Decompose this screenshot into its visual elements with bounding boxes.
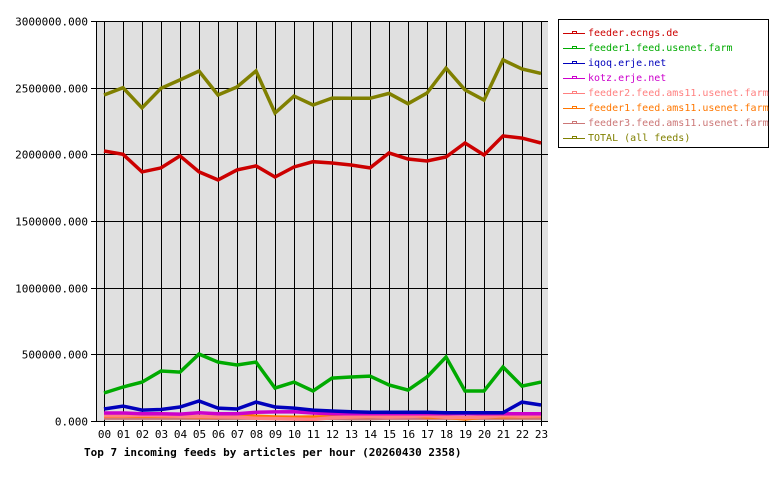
x-axis: 00 01 02 03 04 05 06 07 08 09 10 11 12 13 14 15 16 17 18 19… (98, 421, 548, 441)
x-tick-label: 09 (269, 428, 282, 441)
x-tick-label: 03 (155, 428, 168, 441)
legend-swatch-icon (563, 134, 585, 142)
chart-title: Top 7 incoming feeds by articles per hou… (84, 446, 462, 459)
legend-item: kotz.erje.net (563, 71, 666, 85)
legend-item: feeder2.feed.ams11.usenet.farm (563, 86, 769, 100)
legend-item: feeder.ecngs.de (563, 26, 678, 40)
x-tick-label: 16 (402, 428, 415, 441)
legend-swatch-icon (563, 29, 585, 37)
x-tick-label: 15 (383, 428, 396, 441)
x-tick-label: 22 (516, 428, 529, 441)
series-line-1 (103, 352, 542, 395)
series-line-7 (103, 57, 542, 116)
legend-item: iqoq.erje.net (563, 56, 666, 70)
y-axis: 0.000 500000.000 1000000.000 1500000.000 200… (15, 16, 97, 429)
legend-swatch-icon (563, 104, 585, 112)
y-tick-label: 2500000.000 (15, 83, 88, 96)
y-tick-label: 1500000.000 (15, 216, 88, 229)
y-tick-label: 3000000.000 (15, 16, 88, 29)
legend-label: feeder.ecngs.de (588, 27, 679, 39)
x-tick-label: 23 (535, 428, 548, 441)
x-tick-label: 05 (193, 428, 206, 441)
legend-swatch-icon (563, 59, 585, 67)
y-tick-label: 2000000.000 (15, 149, 88, 162)
x-tick-label: 11 (307, 428, 320, 441)
x-tick-label: 13 (345, 428, 358, 441)
legend-label: kotz.erje.net (588, 72, 667, 84)
x-tick-label: 10 (288, 428, 301, 441)
legend-label: feeder1.feed.ams11.usenet.farm (588, 102, 769, 114)
legend-label: iqoq.erje.net (588, 57, 667, 69)
x-tick-label: 08 (250, 428, 263, 441)
x-tick-label: 21 (497, 428, 510, 441)
x-tick-label: 12 (326, 428, 339, 441)
legend-swatch-icon (563, 44, 585, 52)
y-tick-label: 0.000 (55, 416, 88, 429)
x-tick-label: 20 (478, 428, 491, 441)
y-tick-label: 1000000.000 (15, 283, 88, 296)
x-tick-label: 14 (364, 428, 378, 441)
legend-label: feeder2.feed.ams11.usenet.farm (588, 87, 769, 99)
y-tick-label: 500000.000 (22, 349, 88, 362)
legend-item: TOTAL (all feeds) (563, 131, 690, 145)
x-tick-label: 00 (98, 428, 111, 441)
series-line-2 (103, 399, 542, 415)
x-tick-label: 06 (212, 428, 225, 441)
x-tick-label: 02 (136, 428, 149, 441)
legend-swatch-icon (563, 74, 585, 82)
legend-item: feeder1.feed.ams11.usenet.farm (563, 101, 769, 115)
legend-swatch-icon (563, 119, 585, 127)
legend-label: TOTAL (all feeds) (588, 132, 691, 144)
x-tick-label: 04 (174, 428, 188, 441)
legend-item: feeder3.feed.ams11.usenet.farm (563, 116, 769, 130)
legend-item: feeder1.feed.usenet.farm (563, 41, 733, 55)
legend: feeder.ecngs.de feeder1.feed.usenet.farm i… (558, 19, 769, 148)
x-tick-label: 01 (117, 428, 130, 441)
series-lines (103, 57, 542, 422)
x-tick-label: 17 (421, 428, 434, 441)
legend-label: feeder3.feed.ams11.usenet.farm (588, 117, 769, 129)
series-line-0 (103, 134, 542, 182)
series-line-4 (103, 413, 542, 422)
x-tick-label: 19 (459, 428, 472, 441)
legend-swatch-icon (563, 89, 585, 97)
x-tick-label: 07 (231, 428, 244, 441)
legend-label: feeder1.feed.usenet.farm (588, 42, 733, 54)
x-tick-label: 18 (440, 428, 453, 441)
